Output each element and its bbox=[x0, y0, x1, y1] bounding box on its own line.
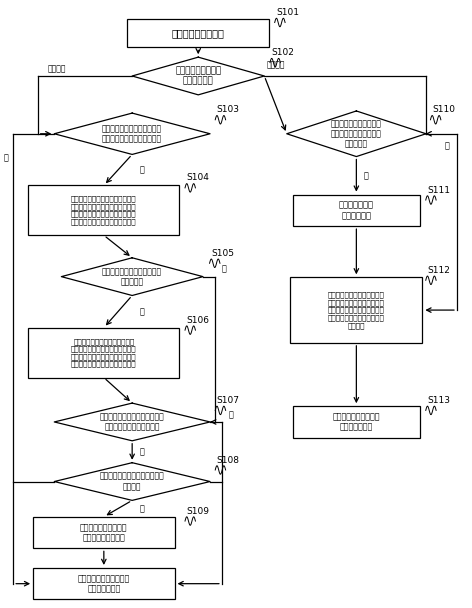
Text: 服务器接收服务请求: 服务器接收服务请求 bbox=[172, 29, 225, 38]
Text: 根据负载均衡及免查询列表，确
定任务查询服务器节点，将本服务
器添加到免查询列表，并向确定的
任务查询服务器节点转发任务请求: 根据负载均衡及免查询列表，确 定任务查询服务器节点，将本服务 器添加到免查询列表… bbox=[71, 338, 137, 367]
Text: 获取任务请求查询结果，并判断
任务请求查询结果是否为空: 获取任务请求查询结果，并判断 任务请求查询结果是否为空 bbox=[100, 412, 165, 432]
Text: 是: 是 bbox=[363, 171, 368, 180]
Text: S111: S111 bbox=[427, 185, 450, 195]
Text: 否: 否 bbox=[229, 410, 234, 419]
Text: 是: 是 bbox=[139, 504, 144, 513]
Polygon shape bbox=[54, 403, 210, 441]
Text: 根据负载均衡表及免更新列表
，确定更新服务器节点，将本
服务器添加到免更新列表，并
向确定的更新服务器节点转发
更新请求: 根据负载均衡表及免更新列表 ，确定更新服务器节点，将本 服务器添加到免更新列表，… bbox=[328, 292, 385, 328]
Text: 获取负载均衡列表，判断
更新请求是否属于本服务
器服务范围: 获取负载均衡列表，判断 更新请求是否属于本服务 器服务范围 bbox=[331, 119, 382, 149]
Text: S105: S105 bbox=[211, 249, 234, 258]
Text: S102: S102 bbox=[271, 48, 294, 57]
FancyBboxPatch shape bbox=[127, 19, 269, 47]
Text: S103: S103 bbox=[217, 105, 240, 114]
Polygon shape bbox=[132, 57, 264, 95]
FancyBboxPatch shape bbox=[33, 568, 175, 599]
Text: 是: 是 bbox=[139, 165, 144, 174]
Text: 判断服务请求类别，
选择服务方式: 判断服务请求类别， 选择服务方式 bbox=[175, 66, 221, 86]
Text: 否: 否 bbox=[222, 265, 227, 274]
Text: 否: 否 bbox=[4, 154, 8, 162]
FancyBboxPatch shape bbox=[290, 277, 422, 343]
Text: 更新请求: 更新请求 bbox=[266, 61, 285, 69]
Text: S113: S113 bbox=[427, 396, 450, 405]
Polygon shape bbox=[61, 258, 203, 295]
Text: 将获得的任务请求查询
结果更新到本服务器: 将获得的任务请求查询 结果更新到本服务器 bbox=[80, 523, 127, 542]
Text: S101: S101 bbox=[276, 8, 299, 17]
Text: S109: S109 bbox=[186, 506, 210, 516]
Text: 按照更新请求对
本服务器更新: 按照更新请求对 本服务器更新 bbox=[339, 201, 374, 220]
FancyBboxPatch shape bbox=[293, 195, 420, 226]
Text: 获取更新结果，并返回
服务请求发送端: 获取更新结果，并返回 服务请求发送端 bbox=[333, 412, 380, 432]
Polygon shape bbox=[54, 463, 210, 500]
Text: 是: 是 bbox=[139, 307, 144, 316]
Text: 判断服务器负载是否达到预设上限
，如果达到预设上限，则本服务器
任务请求查询结果为空，如果未达
到预设上限，则进行本地任务查询: 判断服务器负载是否达到预设上限 ，如果达到预设上限，则本服务器 任务请求查询结果… bbox=[71, 196, 137, 225]
Text: 任务请求: 任务请求 bbox=[47, 64, 66, 73]
Text: 否: 否 bbox=[445, 142, 450, 150]
Text: S107: S107 bbox=[217, 396, 240, 405]
FancyBboxPatch shape bbox=[28, 185, 179, 235]
Text: S110: S110 bbox=[432, 105, 455, 114]
Text: 否: 否 bbox=[139, 447, 144, 456]
Text: 判断任务请求是否属于本服务器
服务范围: 判断任务请求是否属于本服务器 服务范围 bbox=[100, 472, 165, 491]
Text: S112: S112 bbox=[427, 266, 450, 275]
Text: S104: S104 bbox=[186, 173, 209, 182]
Polygon shape bbox=[54, 113, 210, 154]
Text: 获取负载均衡表，判断任务请
求是否属于本服务器服务范围: 获取负载均衡表，判断任务请 求是否属于本服务器服务范围 bbox=[102, 124, 162, 143]
Text: S106: S106 bbox=[186, 316, 210, 325]
Text: 将任务请求查询结果返回
服务请求发送端: 将任务请求查询结果返回 服务请求发送端 bbox=[78, 574, 130, 593]
Text: 判断本服务器任务请求查询结
果是否为空: 判断本服务器任务请求查询结 果是否为空 bbox=[102, 267, 162, 286]
FancyBboxPatch shape bbox=[28, 328, 179, 378]
Polygon shape bbox=[287, 111, 426, 156]
FancyBboxPatch shape bbox=[293, 406, 420, 438]
FancyBboxPatch shape bbox=[33, 517, 175, 548]
Text: S108: S108 bbox=[217, 455, 240, 465]
